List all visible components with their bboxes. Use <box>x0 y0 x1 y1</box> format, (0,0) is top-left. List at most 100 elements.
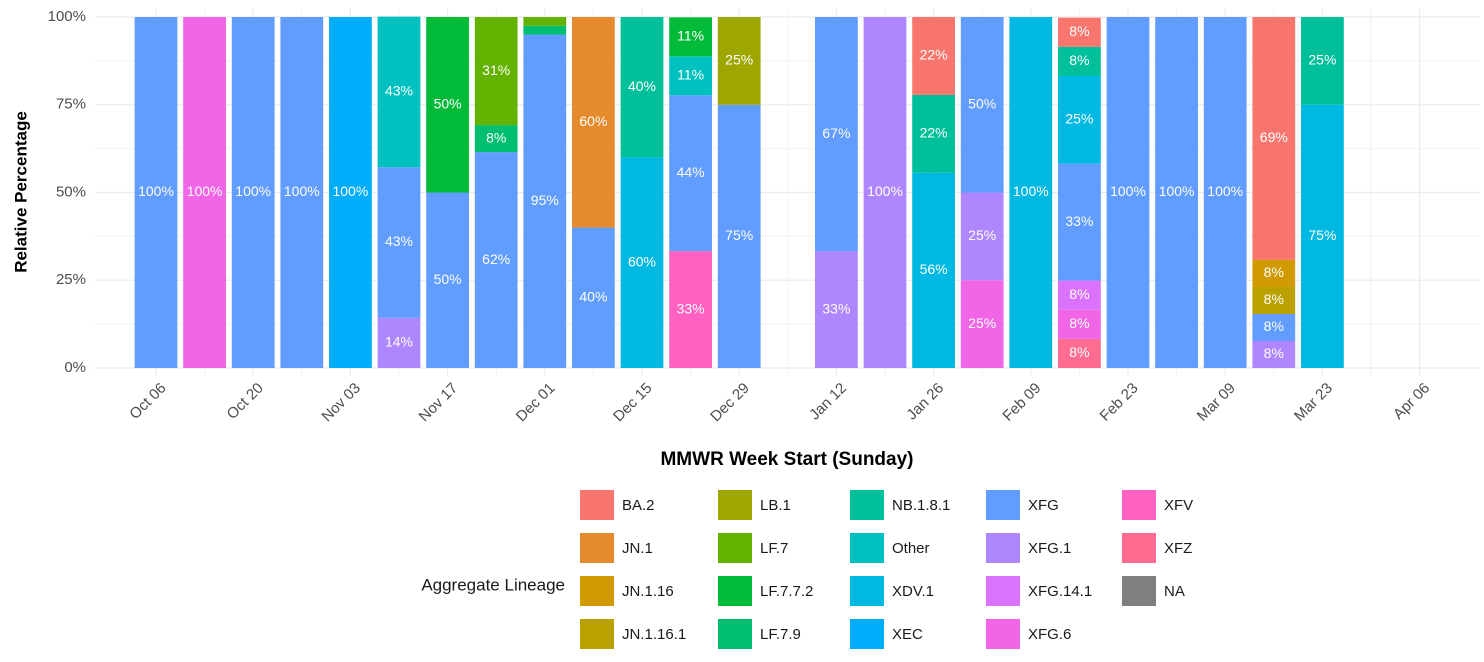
bar-segment <box>1252 340 1296 368</box>
data-label: 40% <box>579 289 607 305</box>
bar-segment <box>377 16 421 168</box>
legend-key <box>580 533 614 563</box>
legend-label: XFG <box>1028 497 1059 514</box>
data-label: 31% <box>482 62 510 78</box>
bar-segment <box>815 17 858 252</box>
bar-segment <box>1058 75 1101 164</box>
bar-segment <box>669 251 712 368</box>
x-tick-label: Mar 09 <box>1194 380 1239 425</box>
bar-segment <box>280 17 324 368</box>
y-tick-label: 75% <box>56 96 86 113</box>
data-label: 100% <box>1110 183 1146 199</box>
bar-segment <box>1301 17 1344 105</box>
bar-segment <box>1252 17 1296 260</box>
data-label: 33% <box>677 300 705 316</box>
legend-key <box>850 490 884 520</box>
x-tick-label: Dec 01 <box>513 380 559 426</box>
data-label: 75% <box>725 227 753 243</box>
y-tick-label: 50% <box>56 183 86 200</box>
data-label: 8% <box>1069 286 1089 302</box>
bar-segment <box>474 125 518 153</box>
legend-key <box>1122 490 1156 520</box>
data-label: 100% <box>138 183 174 199</box>
x-tick-label: Nov 03 <box>318 380 364 426</box>
bar-segment <box>377 167 421 318</box>
bar-segment <box>669 95 712 252</box>
data-label: 43% <box>385 233 413 249</box>
bar-segment <box>1301 104 1344 368</box>
data-label: 95% <box>531 192 559 208</box>
data-label: 100% <box>332 183 368 199</box>
bar-segment <box>1058 46 1101 76</box>
y-tick-label: 100% <box>48 8 86 25</box>
legend-label: XEC <box>892 626 923 643</box>
bar-segment <box>1252 259 1296 287</box>
x-tick-label: Nov 17 <box>416 380 462 426</box>
legend-key <box>718 576 752 606</box>
x-tick-label: Mar 23 <box>1291 380 1336 425</box>
data-label: 25% <box>725 52 753 68</box>
data-label: 22% <box>920 47 948 63</box>
bar-segment <box>426 17 469 193</box>
bar-segment <box>669 17 712 57</box>
data-label: 60% <box>579 113 607 129</box>
bar-segment <box>474 17 518 126</box>
data-label: 8% <box>1069 344 1089 360</box>
data-label: 8% <box>1264 264 1284 280</box>
bar-segment <box>1252 286 1296 314</box>
bar-segment <box>1106 17 1150 368</box>
legend-key <box>580 619 614 649</box>
data-label: 56% <box>920 261 948 277</box>
x-tick-label: Apr 06 <box>1390 380 1433 423</box>
legend-key <box>718 533 752 563</box>
bar-segment <box>1058 17 1101 47</box>
data-label: 100% <box>1159 183 1195 199</box>
bar-segment <box>669 56 712 96</box>
x-tick-label: Feb 09 <box>999 380 1044 425</box>
data-label: 75% <box>1308 227 1336 243</box>
data-label: 25% <box>1065 111 1093 127</box>
legend-key <box>580 490 614 520</box>
legend-key <box>718 490 752 520</box>
bar-segment <box>523 25 567 35</box>
bar-segment <box>474 152 518 368</box>
legend-label: JN.1.16.1 <box>622 626 686 643</box>
x-tick-label: Jan 12 <box>806 380 850 424</box>
bar-segment <box>960 17 1004 193</box>
data-label: 33% <box>822 300 850 316</box>
data-label: 60% <box>628 253 656 269</box>
data-label: 67% <box>822 125 850 141</box>
data-label: 100% <box>1013 183 1049 199</box>
legend-key <box>1122 533 1156 563</box>
y-axis-title: Relative Percentage <box>11 111 30 273</box>
bar-segment <box>231 17 275 368</box>
legend-key <box>986 619 1020 649</box>
data-label: 11% <box>677 66 704 82</box>
data-label: 33% <box>1065 213 1093 229</box>
legend-label: XFG.1 <box>1028 540 1071 557</box>
bar-segment <box>183 17 226 368</box>
legend-key <box>850 533 884 563</box>
legend-label: LB.1 <box>760 497 791 514</box>
legend-key <box>986 490 1020 520</box>
data-label: 100% <box>284 183 320 199</box>
bar-segment <box>329 17 372 368</box>
data-label: 8% <box>486 129 506 145</box>
data-label: 8% <box>1069 52 1089 68</box>
legend-key <box>850 576 884 606</box>
bar-segment <box>620 157 664 368</box>
bar-segment <box>377 317 421 368</box>
legend-key <box>580 576 614 606</box>
data-label: 8% <box>1264 318 1284 334</box>
bar-segment <box>960 192 1004 281</box>
data-label: 50% <box>434 95 462 111</box>
bar-segment <box>1155 17 1198 368</box>
bar-segment <box>134 17 178 368</box>
data-label: 8% <box>1069 315 1089 331</box>
legend-label: JN.1.16 <box>622 583 674 600</box>
bar-segment <box>912 172 955 368</box>
data-label: 8% <box>1069 23 1089 39</box>
data-label: 25% <box>1308 52 1336 68</box>
data-label: 22% <box>920 125 948 141</box>
